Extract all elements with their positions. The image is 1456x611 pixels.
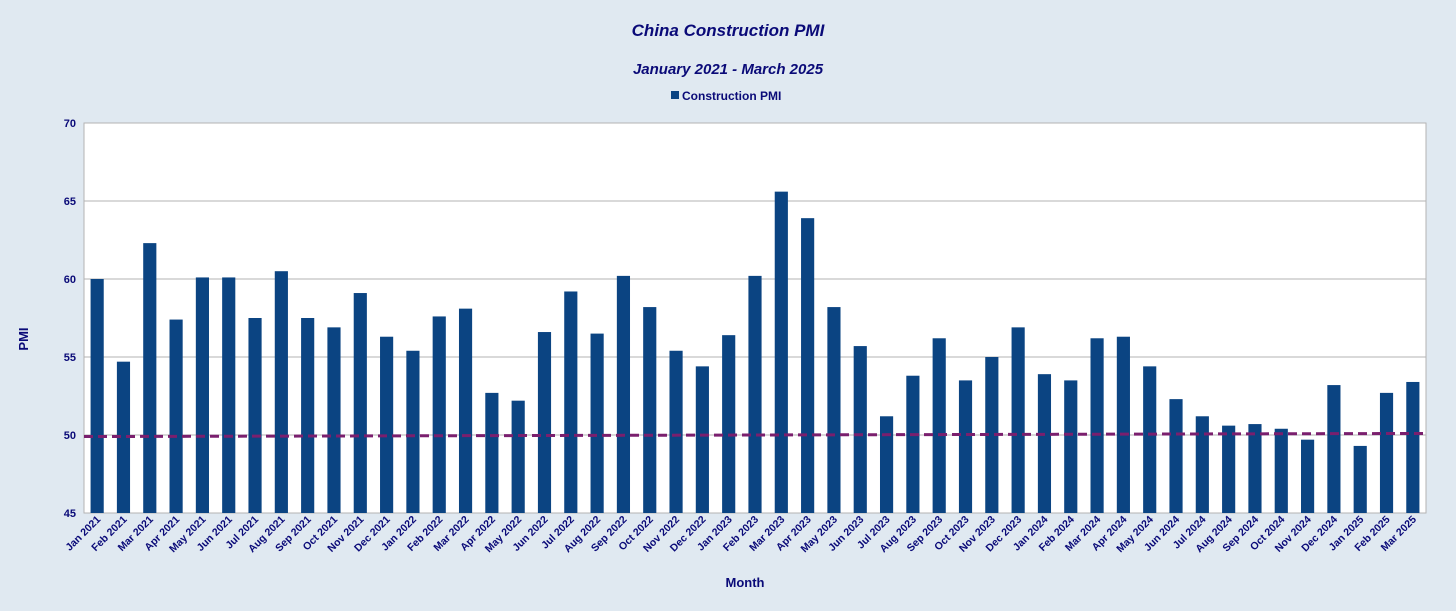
bar: [879, 416, 894, 513]
x-axis-label: Month: [726, 575, 765, 590]
bar: [774, 191, 788, 513]
bar: [564, 291, 578, 513]
bar: [906, 375, 920, 513]
bar: [274, 271, 288, 513]
bar: [616, 275, 631, 513]
bar: [1301, 439, 1315, 513]
y-tick-label: 70: [64, 118, 76, 130]
bar: [222, 277, 236, 513]
bar: [669, 350, 683, 513]
bar: [248, 318, 262, 513]
y-tick-label: 55: [64, 352, 76, 364]
bar: [1379, 392, 1394, 513]
bar: [301, 318, 315, 513]
y-axis-label: PMI: [16, 327, 31, 350]
bar: [1064, 380, 1078, 513]
chart-title: China Construction PMI: [632, 21, 826, 40]
bar: [1248, 424, 1262, 513]
y-tick-label: 60: [64, 274, 76, 286]
bar: [90, 279, 104, 513]
legend-label: Construction PMI: [682, 89, 781, 103]
bar: [643, 307, 657, 513]
bar: [458, 308, 473, 513]
legend: Construction PMI: [671, 89, 781, 103]
bar: [958, 380, 973, 513]
bar: [1090, 338, 1104, 513]
bar: [932, 338, 946, 513]
bar: [590, 333, 604, 513]
bar: [1011, 327, 1025, 513]
bar: [406, 350, 420, 513]
bar: [511, 400, 525, 513]
bar: [722, 335, 736, 513]
bar: [1037, 374, 1052, 513]
bar: [827, 307, 841, 513]
bar: [485, 392, 499, 513]
bar: [1169, 399, 1183, 513]
bar: [1143, 366, 1157, 513]
y-tick-label: 45: [64, 508, 76, 520]
bar: [327, 327, 341, 513]
bar: [1274, 428, 1288, 513]
bar: [1353, 445, 1367, 513]
bar: [748, 275, 762, 513]
bar: [1116, 336, 1130, 513]
bar: [169, 319, 183, 513]
bar: [1406, 381, 1420, 513]
chart-subtitle: January 2021 - March 2025: [633, 61, 824, 78]
bar: [801, 218, 815, 513]
bar: [1222, 425, 1236, 513]
bar: [853, 346, 867, 513]
bar: [1327, 385, 1341, 513]
bar: [432, 316, 446, 513]
y-tick-label: 50: [64, 430, 76, 442]
bar: [143, 243, 157, 513]
bar: [1195, 416, 1209, 513]
bar: [695, 366, 709, 513]
bar: [537, 332, 552, 513]
bars-layer: [90, 191, 1420, 513]
bar: [380, 336, 394, 513]
bar: [353, 293, 367, 513]
y-tick-label: 65: [64, 196, 76, 208]
y-tick-labels: 45 50 55 60 65 70: [64, 118, 76, 520]
bar: [195, 277, 209, 513]
legend-swatch: [671, 91, 679, 99]
bar: [985, 357, 999, 513]
bar: [116, 361, 131, 513]
